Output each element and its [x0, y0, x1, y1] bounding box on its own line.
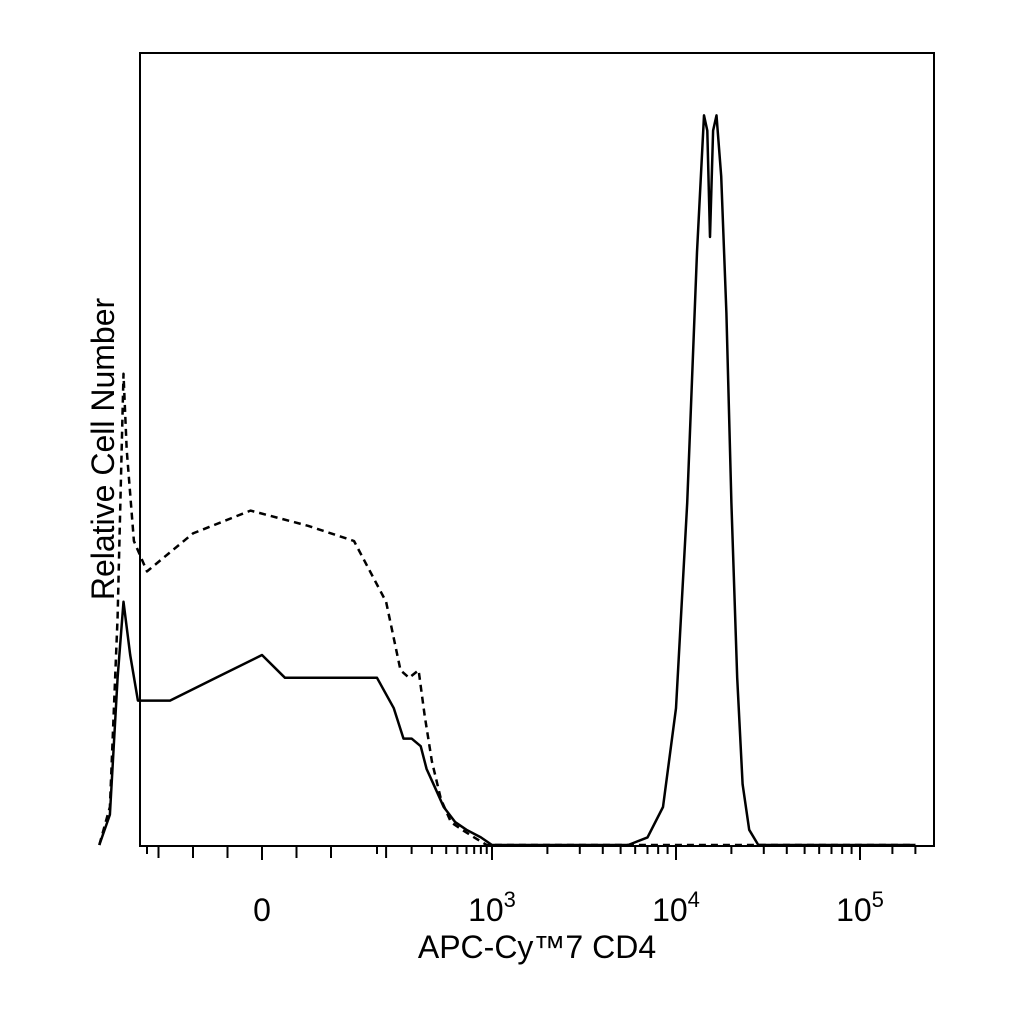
series-layer — [98, 114, 916, 847]
x-tick-label: 104 — [652, 887, 700, 928]
plot-frame — [139, 52, 935, 847]
x-axis-title: APC-Cy™7 CD4 — [418, 929, 656, 965]
series-line-dashed — [98, 372, 916, 847]
series-line-solid — [98, 114, 916, 847]
x-tick-label: 0 — [253, 892, 271, 928]
x-tick-label: 105 — [836, 887, 884, 928]
y-axis-title: Relative Cell Number — [85, 297, 121, 600]
x-axis-tick-labels: 0 103 104 105 — [253, 887, 884, 928]
x-tick-label: 103 — [468, 887, 516, 928]
x-axis-ticks — [146, 846, 917, 860]
